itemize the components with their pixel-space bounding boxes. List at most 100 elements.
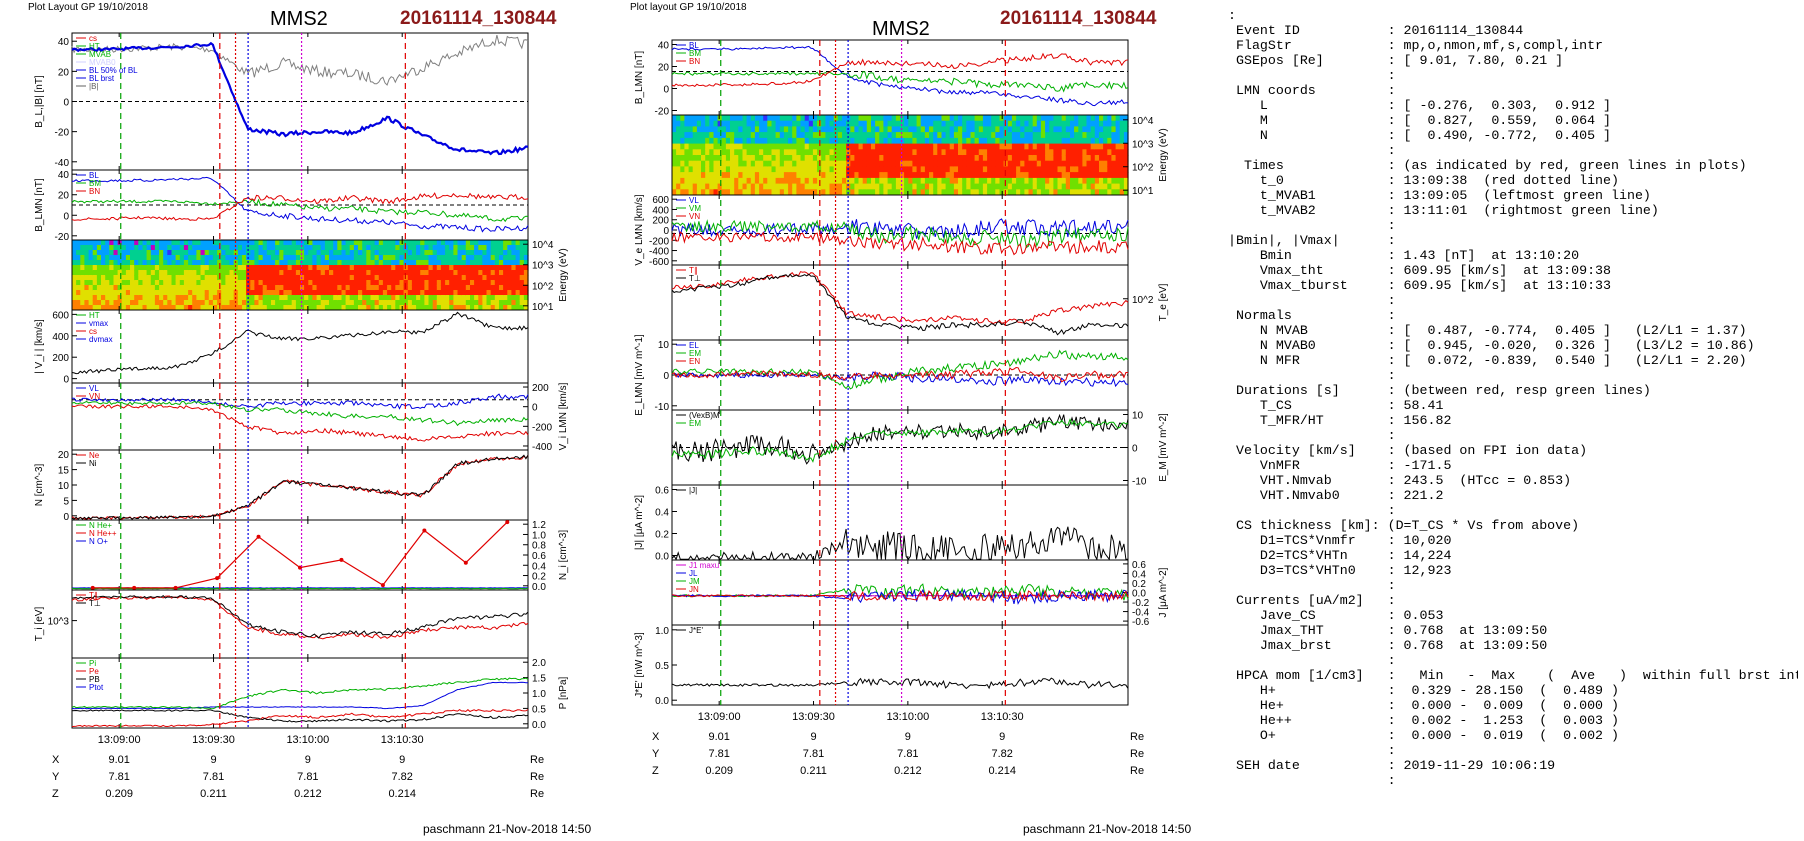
left-ytick-label: -200 (532, 422, 552, 433)
right-spacecraft-title: MMS2 (872, 18, 930, 40)
left-footer: paschmann 21-Nov-2018 14:50 (423, 822, 592, 836)
right-trace (671, 219, 1129, 249)
summary-line: VHT.Nmvab : 243.5 (HTcc = 0.853) (1228, 473, 1572, 488)
left-ylabel: B_LMN [nT] (34, 178, 45, 232)
left-ytick-label: 2.0 (532, 658, 546, 669)
right-ytick-label: 400 (652, 205, 669, 216)
left-ytick-label: 0.4 (532, 561, 546, 572)
right-ytick-label: 0.6 (655, 486, 669, 497)
left-position-value: 0.209 (105, 788, 133, 800)
right-position-value: 9 (810, 731, 816, 743)
summary-line: Durations [s] : (between red, resp green… (1228, 383, 1651, 398)
left-legend-entry: BN (89, 187, 100, 196)
left-position-value: 9 (399, 754, 405, 766)
left-ytick-label: -400 (532, 442, 552, 453)
right-ylabel: E_M [mV m^-2] (1158, 413, 1169, 482)
summary-line: Normals : (1228, 308, 1396, 323)
left-legend-entry: BL 50% of BL (89, 66, 138, 75)
right-ylabel: V_e LMN [km/s] (634, 194, 645, 265)
left-legend-entry: Pi (89, 659, 96, 668)
right-ylabel: Energy (eV) (1158, 128, 1169, 181)
left-position-label: X (52, 754, 60, 766)
left-position-label: Z (52, 788, 59, 800)
right-trace (671, 52, 1129, 88)
right-legend-entry: T⊥ (689, 274, 701, 283)
summary-line: t_MVAB1 : 13:09:05 (leftmost green line) (1228, 188, 1651, 203)
left-legend-entry: BL (89, 171, 99, 180)
left-legend-entry: dvmax (89, 335, 113, 344)
right-trace (671, 418, 1129, 463)
right-ylabel: J [μA m^-2] (1158, 567, 1169, 617)
right-trace (671, 271, 1129, 325)
left-ylabel: | V_i | [km/s] (34, 319, 45, 374)
left-ytick-label: 1.2 (532, 520, 546, 531)
left-ytick-label: -20 (55, 232, 70, 243)
summary-line: He+ : 0.000 - 0.009 ( 0.000 ) (1228, 698, 1619, 713)
left-ytick-label: 1.0 (532, 689, 546, 700)
summary-line: : (1228, 218, 1396, 233)
right-ylabel: J*E' [nW m^-3] (634, 632, 645, 698)
right-legend-entry: BM (689, 49, 701, 58)
summary-line: FlagStr : mp,o,nmon,mf,s,compl,intr (1228, 38, 1604, 53)
summary-line: Velocity [km/s] : (based on FPI ion data… (1228, 443, 1588, 458)
left-position-value: 7.81 (297, 771, 318, 783)
left-spacecraft-title: MMS2 (270, 8, 328, 30)
left-ylabel: T_i [eV] (34, 607, 45, 642)
right-position-unit: Re (1130, 748, 1144, 760)
summary-line: : (1228, 368, 1396, 383)
left-position-value: 0.212 (294, 788, 322, 800)
summary-line: T_MFR/HT : 156.82 (1228, 413, 1452, 428)
right-legend-entry: BL (689, 41, 699, 50)
left-legend-entry: T⊥ (89, 599, 101, 608)
summary-line: D1=TCS*Vnmfr : 10,020 (1228, 533, 1452, 548)
right-trace (671, 526, 1128, 561)
right-position-value: 7.81 (897, 748, 918, 760)
summary-line: : (1228, 8, 1236, 23)
left-legend-entry: BM (89, 179, 101, 188)
right-ylabel: B_LMN [nT] (634, 51, 645, 105)
right-ytick-label: 10^1 (1132, 186, 1154, 197)
right-ytick-label: -200 (649, 236, 669, 247)
summary-line: CS thickness [km]: (D=T_CS * Vs from abo… (1228, 518, 1580, 533)
left-legend-entry: MVAB (89, 50, 111, 59)
left-event-title: 20161114_130844 (400, 8, 557, 29)
left-trace (71, 708, 529, 728)
left-trace (71, 404, 529, 442)
left-ylabel: V_i LMN [km/s] (558, 382, 569, 450)
left-legend-entry: N He+ (89, 521, 112, 530)
right-legend-entry: JN (689, 585, 699, 594)
right-position-unit: Re (1130, 731, 1144, 743)
left-ytick-label: 10^3 (48, 617, 70, 628)
right-layout-label: Plot layout GP 19/10/2018 (630, 2, 747, 13)
left-position-value: 9 (305, 754, 311, 766)
right-xtick-label: 13:10:00 (886, 711, 929, 723)
left-ytick-label: 15 (58, 466, 70, 477)
right-trace (671, 677, 1129, 690)
left-spectrogram (72, 240, 529, 311)
left-trace (71, 198, 529, 223)
left-trace (71, 595, 529, 640)
left-panel-frame (71, 589, 529, 659)
left-position-value: 7.81 (108, 771, 129, 783)
left-legend-entry: VL (89, 384, 99, 393)
left-ytick-label: -40 (55, 158, 70, 169)
right-trace (671, 366, 1128, 383)
left-ytick-label: 20 (58, 67, 70, 78)
summary-line: LMN coords : (1228, 83, 1396, 98)
left-ytick-label: 0.2 (532, 572, 546, 583)
summary-line: : (1228, 428, 1396, 443)
right-ytick-label: 1.0 (655, 626, 669, 637)
right-position-unit: Re (1130, 765, 1144, 777)
right-xtick-label: 13:09:00 (698, 711, 741, 723)
right-panel-frame (671, 484, 1129, 561)
right-position-value: 9.01 (708, 731, 729, 743)
summary-line: t_0 : 13:09:38 (red dotted line) (1228, 173, 1619, 188)
right-position-value: 0.211 (800, 765, 827, 777)
left-panel-frame (71, 657, 529, 729)
right-ytick-label: 0.4 (655, 508, 669, 519)
right-position-value: 7.81 (803, 748, 824, 760)
left-ytick-label: 10 (58, 481, 70, 492)
right-ytick-label: 0.0 (655, 696, 669, 707)
right-ytick-label: 0 (663, 226, 669, 237)
left-ytick-label: -20 (55, 128, 70, 139)
